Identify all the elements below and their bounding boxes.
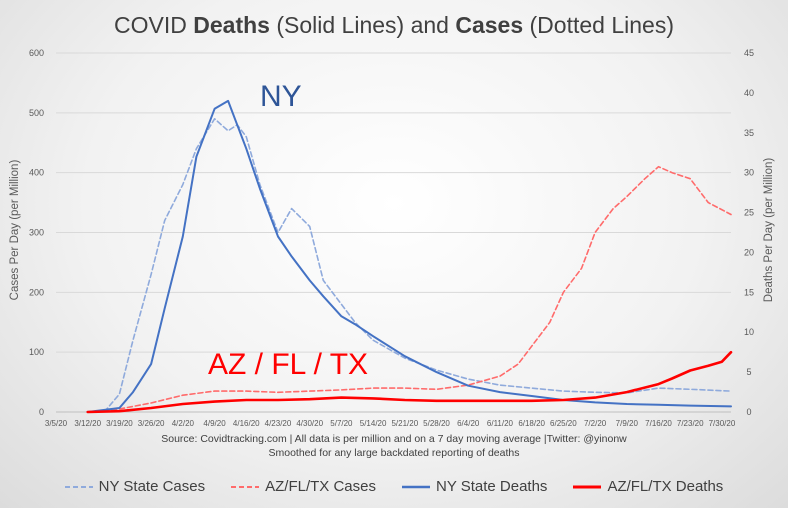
x-tick: 5/21/20 — [391, 419, 418, 428]
y-tick-left: 100 — [29, 347, 44, 357]
x-tick: 3/19/20 — [106, 419, 133, 428]
y-tick-left: 600 — [29, 48, 44, 58]
x-tick: 4/16/20 — [233, 419, 260, 428]
y-tick-left: 300 — [29, 228, 44, 238]
legend-label: NY State Deaths — [435, 478, 548, 495]
y-tick-right: 15 — [744, 287, 754, 297]
x-tick: 4/23/20 — [265, 419, 292, 428]
x-tick: 6/11/20 — [487, 419, 514, 428]
smoothing-note: Smoothed for any large backdated reporti… — [268, 447, 520, 459]
x-tick: 7/16/20 — [645, 419, 672, 428]
y-tick-right: 45 — [744, 48, 754, 58]
legend-swatch — [231, 485, 260, 488]
legend-item: AZ/FL/TX Cases — [231, 478, 376, 495]
legend: NY State Cases AZ/FL/TX Cases NY State D… — [0, 478, 788, 495]
legend-label: AZ/FL/TX Deaths — [607, 478, 724, 495]
x-tick: 4/30/20 — [296, 419, 323, 428]
x-tick: 6/18/20 — [518, 419, 545, 428]
legend-item: NY State Deaths — [401, 478, 548, 495]
series-line — [86, 350, 733, 414]
legend-item: NY State Cases — [64, 478, 206, 495]
az-fl-tx-annotation: AZ / FL / TX — [208, 348, 369, 381]
y-axis-right-label: Deaths Per Day (per Million) — [763, 157, 775, 303]
legend-label: AZ/FL/TX Cases — [265, 478, 376, 495]
series-line — [86, 165, 732, 413]
y-tick-right: 10 — [744, 327, 754, 337]
x-tick: 4/2/20 — [172, 419, 195, 428]
x-tick: 3/5/20 — [45, 419, 68, 428]
x-tick: 5/28/20 — [423, 419, 450, 428]
series-line — [86, 118, 732, 413]
legend-swatch — [573, 485, 602, 488]
x-tick: 4/9/20 — [203, 419, 226, 428]
y-tick-right: 35 — [744, 128, 754, 138]
chart-title: COVID Deaths (Solid Lines) and Cases (Do… — [114, 12, 674, 38]
y-tick-right: 40 — [744, 88, 754, 98]
legend-swatch — [401, 485, 430, 488]
series-line — [86, 99, 732, 413]
x-tick: 5/7/20 — [330, 419, 353, 428]
y-tick-right: 25 — [744, 208, 754, 218]
x-tick: 6/4/20 — [457, 419, 480, 428]
x-tick: 7/23/20 — [677, 419, 704, 428]
x-tick: 3/26/20 — [138, 419, 165, 428]
y-tick-right: 20 — [744, 247, 754, 257]
y-tick-right: 5 — [746, 367, 751, 377]
ny-annotation: NY — [260, 80, 302, 113]
x-tick: 6/25/20 — [550, 419, 577, 428]
source-line: Source: Covidtracking.com | All data is … — [161, 433, 627, 445]
legend-swatch — [64, 485, 93, 488]
y-axis-left-label: Cases Per Day (per Million) — [9, 159, 21, 301]
y-tick-left: 0 — [39, 407, 44, 417]
x-tick: 3/12/20 — [74, 419, 101, 428]
y-tick-left: 400 — [29, 168, 44, 178]
y-tick-right: 30 — [744, 168, 754, 178]
x-tick: 7/9/20 — [616, 419, 639, 428]
legend-item: AZ/FL/TX Deaths — [573, 478, 723, 495]
y-tick-left: 500 — [29, 108, 44, 118]
y-tick-left: 200 — [29, 287, 44, 297]
legend-label: NY State Cases — [98, 478, 206, 495]
x-tick: 7/2/20 — [584, 419, 607, 428]
x-tick: 5/14/20 — [360, 419, 387, 428]
y-tick-right: 0 — [746, 407, 751, 417]
x-tick: 7/30/20 — [709, 419, 736, 428]
